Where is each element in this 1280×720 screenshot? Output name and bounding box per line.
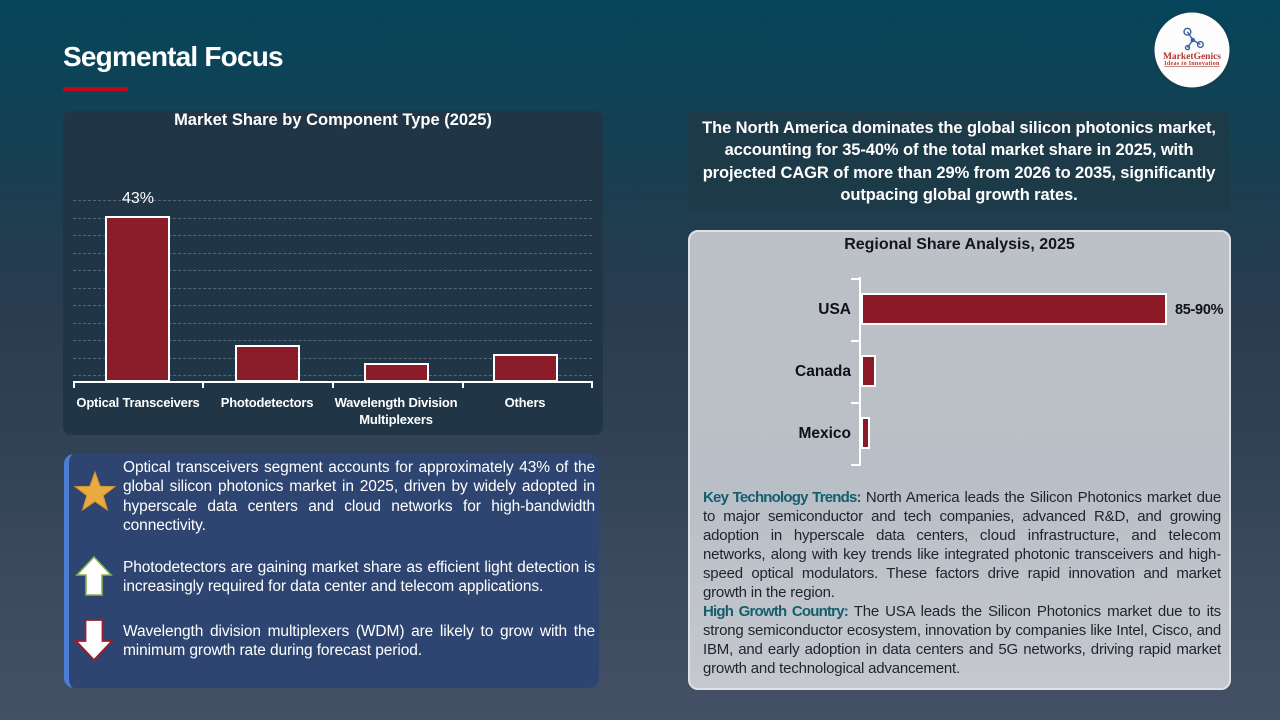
svg-text:MarketGenics: MarketGenics — [1163, 52, 1221, 62]
svg-text:Ideas to Innovation: Ideas to Innovation — [1164, 61, 1220, 67]
